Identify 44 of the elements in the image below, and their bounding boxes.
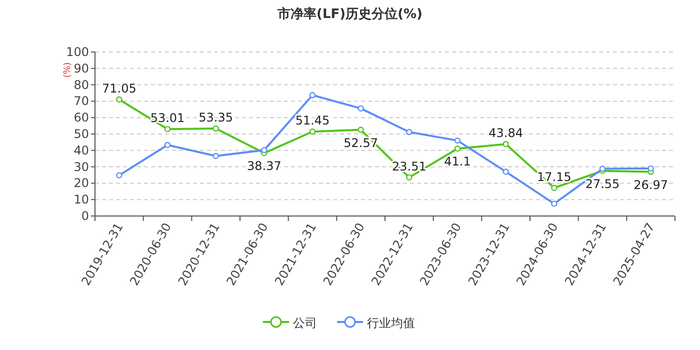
data-label: 53.35 <box>198 110 234 125</box>
point <box>358 105 364 112</box>
y-tick-label: 40 <box>74 143 89 158</box>
legend-label: 行业均值 <box>367 316 415 330</box>
chart-title: 市净率(LF)历史分位(%) <box>276 6 422 22</box>
point <box>309 92 316 98</box>
y-tick-label: 100 <box>66 45 89 59</box>
y-tick-label: 20 <box>74 176 89 190</box>
data-label: 71.05 <box>102 81 136 96</box>
y-axis-title: (%) <box>63 62 73 78</box>
data-label: 51.45 <box>295 114 330 128</box>
data-label: 38.37 <box>246 159 282 174</box>
point <box>502 168 509 175</box>
data-label: 53.01 <box>150 111 185 126</box>
point <box>551 200 558 207</box>
point <box>406 174 412 181</box>
data-label: 26.97 <box>634 178 668 192</box>
point <box>551 184 558 191</box>
data-label: 41.1 <box>444 154 471 169</box>
point <box>309 128 316 135</box>
point <box>164 126 171 132</box>
legend-label: 公司 <box>293 316 317 330</box>
point <box>358 126 364 133</box>
y-tick-label: 10 <box>74 192 89 207</box>
point <box>212 125 219 132</box>
y-tick-label: 30 <box>74 160 89 174</box>
y-tick-label: 80 <box>74 78 89 92</box>
point <box>502 141 509 148</box>
data-label: 43.84 <box>488 126 524 140</box>
y-tick-label: 90 <box>74 61 89 76</box>
y-tick-label: 60 <box>74 110 89 125</box>
point <box>454 137 461 144</box>
point <box>261 146 268 154</box>
point <box>116 172 122 178</box>
y-tick-label: 50 <box>74 127 89 141</box>
y-tick-label: 0 <box>81 209 89 223</box>
point <box>454 145 461 152</box>
y-tick-label: 70 <box>74 94 89 108</box>
point <box>116 96 122 103</box>
point <box>648 165 654 172</box>
point <box>164 142 171 148</box>
point <box>212 152 219 160</box>
data-label: 27.55 <box>585 176 620 191</box>
point <box>406 128 412 136</box>
